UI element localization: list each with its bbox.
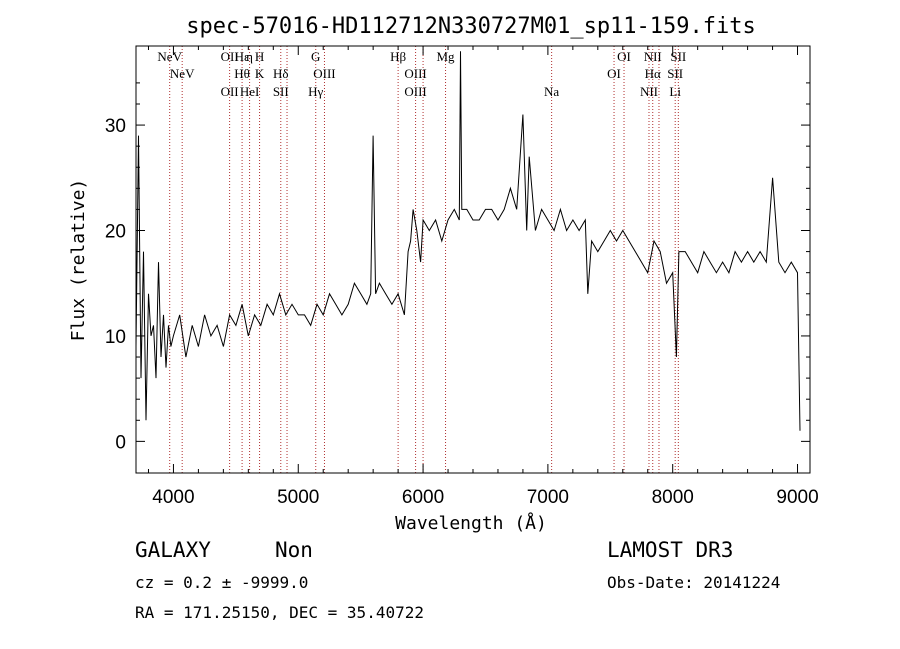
line-marker-label: OIII xyxy=(404,66,426,81)
object-subclass: Non xyxy=(275,538,313,562)
y-tick-label: 0 xyxy=(115,432,126,453)
line-marker-label: SII xyxy=(667,66,683,81)
line-marker-label: NII xyxy=(644,49,662,64)
y-tick-label: 20 xyxy=(105,222,126,243)
line-marker-label: Li xyxy=(669,84,681,99)
x-axis-label: Wavelength (Å) xyxy=(395,512,547,534)
line-marker-label: HeI xyxy=(240,84,260,99)
x-tick-label: 5000 xyxy=(277,487,319,508)
y-tick-label: 10 xyxy=(105,327,126,348)
y-tick-label: 30 xyxy=(105,116,126,137)
emission-line-markers xyxy=(169,46,679,473)
line-marker-label: OII xyxy=(221,49,239,64)
y-axis-label: Flux (relative) xyxy=(68,179,89,342)
x-tick-label: 8000 xyxy=(652,487,694,508)
line-marker-label: η xyxy=(246,49,253,64)
x-tick-label: 6000 xyxy=(402,487,444,508)
spectrum-series-line xyxy=(135,51,801,431)
line-marker-label: OI xyxy=(617,49,631,64)
line-marker-label: Hα xyxy=(645,66,661,81)
line-marker-label: OIII xyxy=(404,84,426,99)
line-marker-label: H xyxy=(255,49,264,64)
line-marker-label: OIII xyxy=(313,66,335,81)
object-class: GALAXY xyxy=(135,538,211,562)
line-marker-label: NII xyxy=(640,84,658,99)
line-marker-label: Hγ xyxy=(308,84,323,99)
line-marker-label: OI xyxy=(607,66,621,81)
line-marker-label: Hθ xyxy=(234,66,250,81)
line-marker-label: NeV xyxy=(170,66,195,81)
chart-title: spec-57016-HD112712N330727M01_sp11-159.f… xyxy=(186,14,756,39)
line-marker-label: SII xyxy=(670,49,686,64)
line-marker-label: Hδ xyxy=(273,66,289,81)
x-tick-label: 4000 xyxy=(152,487,194,508)
line-marker-label: SII xyxy=(273,84,289,99)
coordinates-readout: RA = 171.25150, DEC = 35.40722 xyxy=(135,603,424,622)
y-axis-ticks: 0 10 20 30 xyxy=(105,82,810,453)
line-marker-label: OII xyxy=(221,84,239,99)
line-marker-label: G xyxy=(311,49,320,64)
line-marker-label: Hε xyxy=(235,49,250,64)
line-marker-label: Hβ xyxy=(390,49,406,64)
x-axis-ticks: 4000 5000 6000 7000 8000 9000 xyxy=(147,46,819,508)
observation-date: Obs-Date: 20141224 xyxy=(607,573,781,592)
line-marker-label: Na xyxy=(544,84,559,99)
x-tick-label: 9000 xyxy=(776,487,818,508)
line-marker-label: K xyxy=(255,66,265,81)
line-marker-label: NeV xyxy=(157,49,182,64)
x-tick-label: 7000 xyxy=(527,487,569,508)
survey-name: LAMOST DR3 xyxy=(607,538,734,562)
line-marker-label: Mg xyxy=(437,49,456,64)
redshift-readout: cz = 0.2 ± -9999.0 xyxy=(135,573,309,592)
